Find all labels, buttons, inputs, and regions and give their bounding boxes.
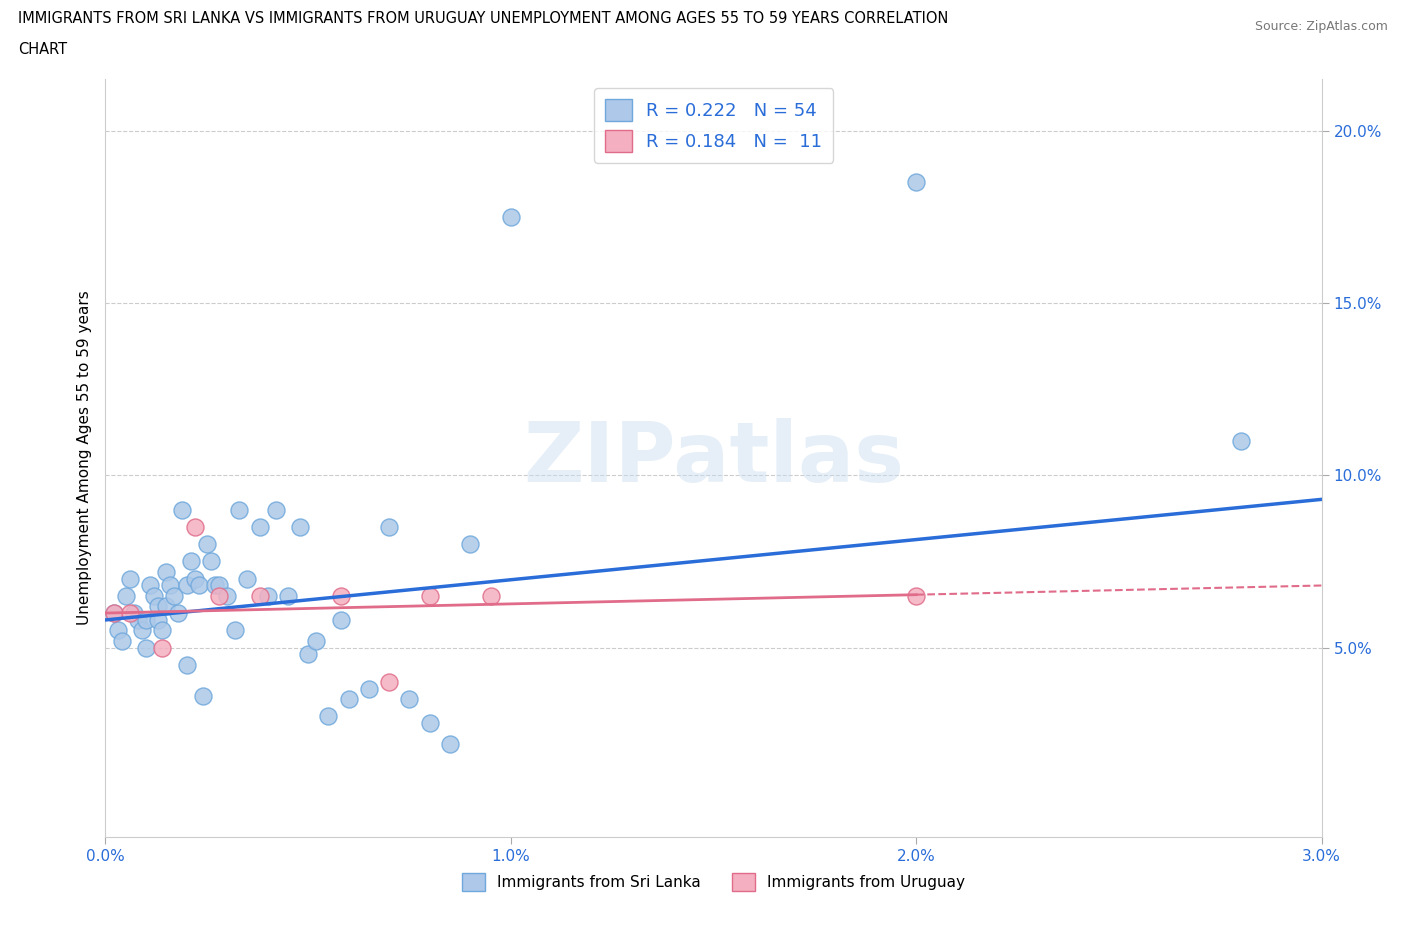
Point [398,692,420,707]
Point [180,554,202,569]
Point [103,605,125,620]
Point [204,578,226,593]
Point [378,520,401,535]
Point [176,658,198,672]
Point [187,578,209,593]
Point [122,605,145,620]
Point [200,554,222,569]
Legend: Immigrants from Sri Lanka, Immigrants from Uruguay: Immigrants from Sri Lanka, Immigrants fr… [456,867,972,897]
Point [111,633,134,648]
Point [249,520,271,535]
Point [208,578,231,593]
Point [419,716,441,731]
Point [167,605,190,620]
Point [249,589,271,604]
Point [357,682,380,697]
Text: Source: ZipAtlas.com: Source: ZipAtlas.com [1254,20,1388,33]
Point [337,692,360,707]
Text: ZIPatlas: ZIPatlas [523,418,904,498]
Point [146,599,169,614]
Point [329,589,352,604]
Point [217,589,239,604]
Point [256,589,278,604]
Point [378,674,401,689]
Point [208,589,231,604]
Point [419,589,441,604]
Point [191,688,214,703]
Point [127,613,149,628]
Point [143,589,166,604]
Point [1229,433,1251,448]
Point [905,589,928,604]
Point [155,565,177,579]
Point [236,571,259,586]
Point [172,502,194,517]
Point [297,647,319,662]
Point [155,599,177,614]
Point [139,578,162,593]
Point [183,571,205,586]
Point [479,589,502,604]
Text: CHART: CHART [18,42,67,57]
Point [150,623,173,638]
Y-axis label: Unemployment Among Ages 55 to 59 years: Unemployment Among Ages 55 to 59 years [76,291,91,625]
Point [135,640,157,655]
Point [277,589,299,604]
Point [224,623,246,638]
Point [329,613,352,628]
Point [118,571,141,586]
Point [159,578,181,593]
Point [146,613,169,628]
Point [107,623,129,638]
Point [264,502,287,517]
Point [439,737,461,751]
Point [905,175,928,190]
Point [458,537,481,551]
Point [228,502,250,517]
Point [183,520,205,535]
Point [131,623,153,638]
Point [114,589,136,604]
Point [176,578,198,593]
Point [118,605,141,620]
Point [499,209,522,224]
Point [305,633,328,648]
Point [195,537,218,551]
Point [288,520,311,535]
Point [103,605,125,620]
Point [318,709,340,724]
Point [150,640,173,655]
Point [135,613,157,628]
Text: IMMIGRANTS FROM SRI LANKA VS IMMIGRANTS FROM URUGUAY UNEMPLOYMENT AMONG AGES 55 : IMMIGRANTS FROM SRI LANKA VS IMMIGRANTS … [18,11,949,26]
Point [163,589,186,604]
